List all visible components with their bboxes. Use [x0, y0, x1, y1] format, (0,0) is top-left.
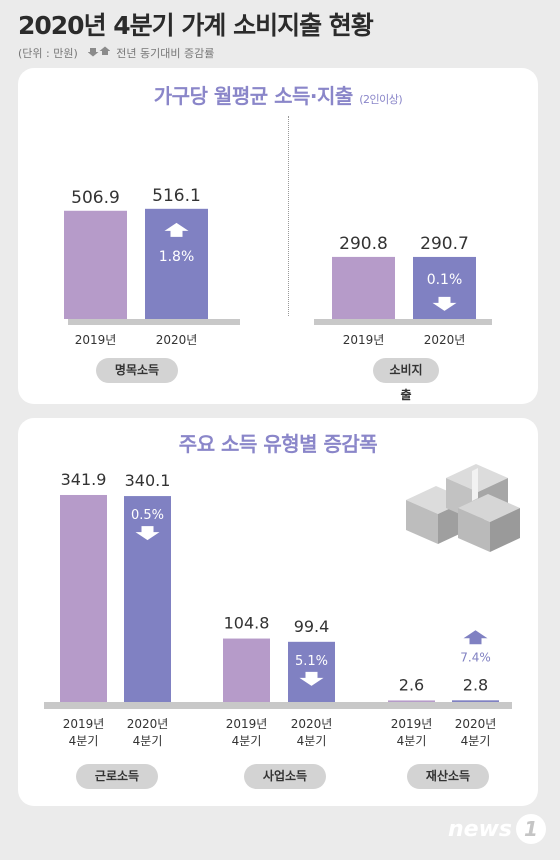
bar-0-0: [64, 210, 127, 319]
bar-1-0: [223, 638, 270, 702]
value-label-1-0: 290.8: [339, 234, 388, 254]
bar-1-0: [332, 256, 395, 319]
up-down-arrows-icon: [87, 46, 110, 57]
baseline-left: [68, 319, 240, 325]
panel1-title: 가구당 월평균 소득·지출 (2인이상): [18, 80, 538, 109]
change-label-1: 5.1%: [295, 654, 328, 669]
group-label-property-income: 재산소득: [407, 764, 489, 789]
unit-note: (단위 : 만원): [18, 47, 78, 60]
change-arrow-down-1: [299, 671, 324, 686]
money-stack-icon: [406, 464, 520, 552]
category-year-1-1: 2020년: [291, 717, 333, 731]
baseline: [44, 702, 512, 709]
change-label-0: 0.5%: [131, 508, 164, 523]
value-label-0-0: 341.9: [61, 470, 107, 489]
value-label-1-1: 290.7: [420, 234, 469, 254]
income-spending-panel: 가구당 월평균 소득·지출 (2인이상) 506.9 2019년 516.1 2020…: [18, 68, 538, 404]
category-quarter-1-1: 4분기: [297, 734, 327, 748]
panel1-title-text: 가구당 월평균 소득·지출: [153, 84, 354, 108]
category-quarter-2-0: 4분기: [397, 734, 427, 748]
category-label-0-0: 2019년: [75, 333, 117, 347]
change-arrow-down-1: [432, 296, 457, 311]
category-year-0-1: 2020년: [127, 717, 169, 731]
value-label-1-0: 104.8: [224, 614, 270, 633]
bar-2-1: [452, 700, 499, 702]
category-quarter-0-0: 4분기: [69, 734, 99, 748]
page-title: 2020년 4분기 가계 소비지출 현황: [18, 11, 374, 40]
bar-2-0: [388, 700, 435, 702]
category-year-1-0: 2019년: [226, 717, 268, 731]
change-arrow-down-0: [135, 526, 160, 541]
value-label-2-1: 2.8: [463, 675, 488, 694]
value-label-0-1: 340.1: [125, 471, 171, 490]
subheader: (단위 : 만원) 전년 동기대비 증감률: [18, 45, 214, 61]
group-label-earned-income: 근로소득: [76, 764, 158, 789]
category-label-0-1: 2020년: [156, 333, 198, 347]
change-arrow-up-0: [164, 222, 189, 237]
panel-divider: [288, 116, 289, 316]
change-label-2: 7.4%: [460, 650, 491, 664]
panel1-title-note: (2인이상): [359, 93, 403, 106]
baseline-right: [314, 319, 492, 325]
logo-text: news: [447, 816, 512, 842]
value-label-2-0: 2.6: [399, 675, 424, 694]
category-year-2-0: 2019년: [391, 717, 433, 731]
value-label-0-0: 506.9: [71, 188, 120, 208]
change-arrow-up-2: [463, 630, 488, 645]
income-type-chart: 341.9 2019년 4분기 340.1 2020년 4분기 0.5% 104.8 2019년…: [44, 470, 512, 748]
bar-0-0: [60, 494, 107, 702]
income-type-panel: 주요 소득 유형별 증감폭 341.9 2019년 4분기 340.1 2020년 4분기…: [18, 418, 538, 806]
group-label-business-income: 사업소득: [244, 764, 326, 789]
change-label-0: 1.8%: [159, 249, 195, 265]
value-label-0-1: 516.1: [152, 186, 201, 206]
category-quarter-0-1: 4분기: [133, 734, 163, 748]
category-label-1-1: 2020년: [424, 333, 466, 347]
group-label-consumption: 소비지출: [373, 358, 439, 402]
category-year-0-0: 2019년: [63, 717, 105, 731]
income-spending-chart: 506.9 2019년 516.1 2020년 1.8% 290.8 2019년 290.7 2…: [64, 186, 492, 347]
panel2-title: 주요 소득 유형별 증감폭: [178, 432, 378, 456]
category-quarter-2-1: 4분기: [461, 734, 491, 748]
legend: 전년 동기대비 증감률: [87, 45, 215, 61]
change-label-1: 0.1%: [427, 272, 463, 288]
value-label-1-1: 99.4: [294, 617, 330, 636]
category-quarter-1-0: 4분기: [232, 734, 262, 748]
category-year-2-1: 2020년: [455, 717, 497, 731]
category-label-1-0: 2019년: [343, 333, 385, 347]
logo-digit: 1: [516, 814, 546, 844]
news1-logo: news 1: [448, 814, 546, 844]
group-label-nominal-income: 명목소득: [96, 358, 178, 383]
legend-label: 전년 동기대비 증감률: [116, 47, 215, 60]
